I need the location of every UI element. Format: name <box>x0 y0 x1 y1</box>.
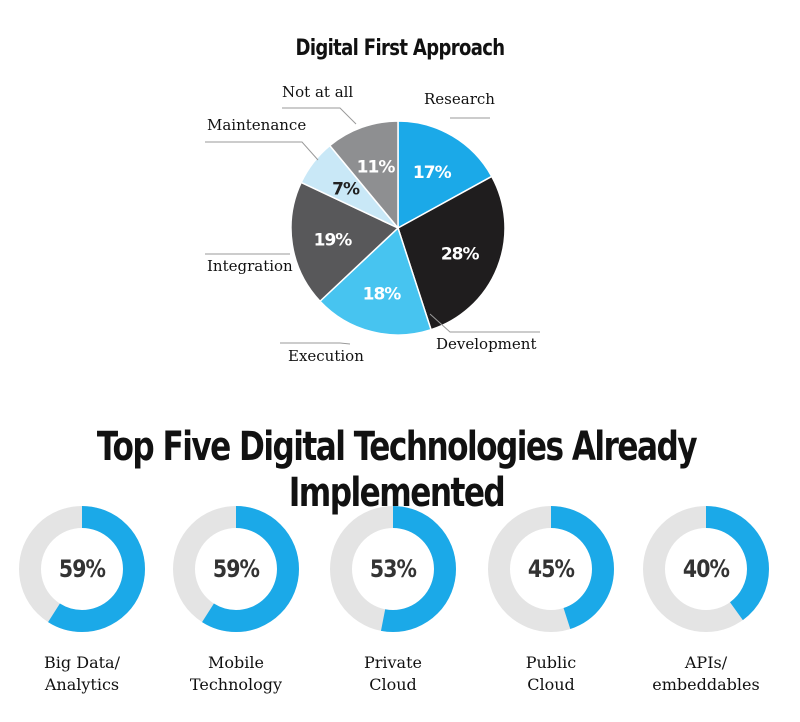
pie-category-label: Maintenance <box>207 116 306 134</box>
donut-chart: 53% <box>328 504 458 634</box>
donut-label-line: Technology <box>189 675 283 694</box>
donut-chart: 40% <box>641 504 771 634</box>
donut-value: 59% <box>58 555 106 583</box>
donut-value-arc <box>19 506 145 632</box>
pie-slice-value: 11% <box>357 158 396 178</box>
pie-slice-development <box>397 175 506 331</box>
pie-leader-line <box>282 107 357 125</box>
donut-label: Big Data/Analytics <box>2 652 162 696</box>
donut-chart: 45% <box>486 504 616 634</box>
donut-value-arc <box>488 506 614 632</box>
pie-category-label: Research <box>424 90 495 108</box>
donut-label-line: Big Data/ <box>44 653 120 672</box>
donut-value: 45% <box>527 555 575 583</box>
donut-label-line: embeddables <box>652 675 760 694</box>
donut-label: APIs/embeddables <box>626 652 786 696</box>
pie-category-label: Not at all <box>282 83 353 101</box>
technologies-title: Top Five Digital Technologies Already Im… <box>96 424 698 516</box>
donut-value: 40% <box>682 555 730 583</box>
pie-leader-line <box>280 342 351 345</box>
donut-value: 59% <box>212 555 260 583</box>
donut-ring <box>173 506 299 632</box>
pie-slice-value: 17% <box>413 163 452 183</box>
donut-label-line: Cloud <box>527 675 575 694</box>
donut-label-line: APIs/ <box>684 653 728 672</box>
pie-category-label: Integration <box>207 257 293 275</box>
pie-slice-value: 7% <box>332 179 360 199</box>
donut-ring <box>330 506 456 632</box>
donut-label-line: Private <box>363 653 422 672</box>
donut-label-line: Analytics <box>44 675 120 694</box>
donut-label: Mobile Technology <box>156 652 316 696</box>
donut-chart: 59% <box>171 504 301 634</box>
donut-label-line: Public <box>525 653 577 672</box>
pie-slice-not-at-all <box>328 120 399 231</box>
donut-label: Public Cloud <box>471 652 631 696</box>
pie-slice-research <box>397 120 493 230</box>
pie-slice-execution <box>318 226 433 336</box>
pie-slice-value: 28% <box>441 244 480 264</box>
donut-label-line: Cloud <box>369 675 417 694</box>
pie-chart: 17% Research 28% Development 18% Execution 19%… <box>205 83 540 365</box>
pie-slice-integration <box>290 181 400 303</box>
pie-slice-value: 18% <box>363 284 402 304</box>
pie-slice-value: 19% <box>314 230 353 250</box>
donut-value-arc <box>643 506 769 632</box>
donut-ring <box>19 506 145 632</box>
pie-leader-line <box>429 313 540 333</box>
donut-value-arc <box>173 506 299 632</box>
donut-value-arc <box>330 506 456 632</box>
donut-label-line: Mobile <box>208 653 264 672</box>
pie-category-label: Execution <box>288 347 364 365</box>
donut-ring <box>488 506 614 632</box>
pie-chart-title: Digital First Approach <box>295 36 506 61</box>
pie-category-label: Development <box>436 335 536 353</box>
donut-label: Private Cloud <box>313 652 473 696</box>
donut-value: 53% <box>369 555 417 583</box>
pie-leader-line <box>205 141 319 161</box>
donut-ring <box>643 506 769 632</box>
donut-chart: 59% <box>17 504 147 634</box>
